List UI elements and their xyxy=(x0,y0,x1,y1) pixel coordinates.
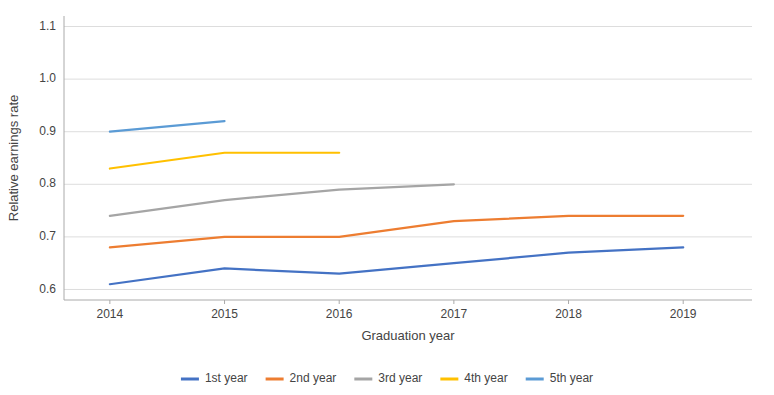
legend-swatch xyxy=(440,378,458,381)
x-tick xyxy=(224,300,225,304)
y-tick-label: 0.7 xyxy=(39,229,56,243)
y-axis-title: Relative earnings rate xyxy=(6,95,21,221)
legend-swatch xyxy=(354,378,372,381)
x-tick-label: 2017 xyxy=(441,307,468,321)
x-tick-label: 2019 xyxy=(670,307,697,321)
x-tick xyxy=(109,300,110,304)
y-tick-label: 1.0 xyxy=(39,71,56,85)
legend-item: 3rd year xyxy=(354,371,422,385)
x-axis-line xyxy=(64,300,752,301)
x-tick xyxy=(339,300,340,304)
series-line xyxy=(110,121,225,132)
legend-label: 3rd year xyxy=(378,371,422,385)
x-tick xyxy=(683,300,684,304)
y-tick-label: 0.8 xyxy=(39,176,56,190)
legend-label: 5th year xyxy=(550,371,593,385)
y-tick-label: 1.1 xyxy=(39,19,56,33)
plot-area xyxy=(110,121,683,284)
legend-swatch xyxy=(266,378,284,381)
legend-swatch xyxy=(181,378,199,381)
legend-item: 1st year xyxy=(181,371,248,385)
grid-line xyxy=(64,79,752,80)
y-ticks: 0.6 0.7 0.8 0.9 1.0 1.1 xyxy=(39,19,56,296)
x-tick-label: 2015 xyxy=(211,307,238,321)
background xyxy=(0,0,774,395)
grid-line xyxy=(64,289,752,290)
legend-label: 4th year xyxy=(464,371,507,385)
x-tick xyxy=(568,300,569,304)
legend-label: 2nd year xyxy=(290,371,337,385)
legend-item: 2nd year xyxy=(266,371,337,385)
x-axis-title: Graduation year xyxy=(361,328,455,343)
legend-label: 1st year xyxy=(205,371,248,385)
x-tick-label: 2016 xyxy=(326,307,353,321)
grid-line xyxy=(64,26,752,27)
legend-swatch xyxy=(526,378,544,381)
legend-item: 4th year xyxy=(440,371,507,385)
y-tick-label: 0.9 xyxy=(39,124,56,138)
y-axis-line xyxy=(64,16,65,300)
x-tick-label: 2018 xyxy=(555,307,582,321)
grid-line xyxy=(64,131,752,132)
x-ticks: 2014 2015 2016 2017 2018 2019 xyxy=(97,300,697,321)
series-line xyxy=(110,153,339,169)
x-tick xyxy=(453,300,454,304)
chart-container: 0.60.70.80.91.01.12014201520162017201820… xyxy=(0,0,774,395)
x-tick-label: 2014 xyxy=(97,307,124,321)
legend: 1st year 2nd year 3rd year 4th year 5th year xyxy=(181,371,593,385)
series-line xyxy=(110,247,683,284)
grid xyxy=(64,27,752,290)
series-line xyxy=(110,216,683,248)
y-tick-label: 0.6 xyxy=(39,282,56,296)
legend-item: 5th year xyxy=(526,371,593,385)
chart: 0.60.70.80.91.01.12014201520162017201820… xyxy=(0,0,774,395)
grid-line xyxy=(64,184,752,185)
grid-line xyxy=(64,236,752,237)
series-line xyxy=(110,184,454,216)
